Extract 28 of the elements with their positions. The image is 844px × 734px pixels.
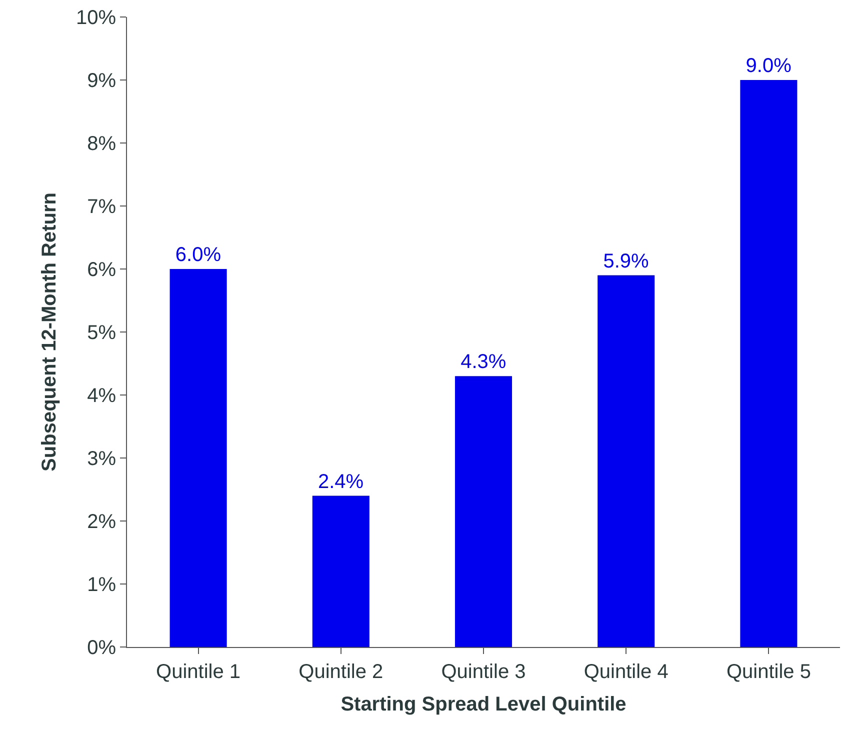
- y-tick-label: 9%: [87, 70, 116, 92]
- x-tick-label: Quintile 4: [584, 661, 668, 683]
- bar: [312, 496, 370, 647]
- bar: [170, 269, 227, 647]
- x-tick-label: Quintile 2: [298, 661, 384, 683]
- x-tick-label: Quintile 5: [726, 661, 811, 683]
- y-tick-label: 3%: [87, 448, 116, 470]
- y-tick-label: 4%: [87, 385, 116, 407]
- y-tick-label: 6%: [87, 259, 116, 281]
- x-tick-label: Quintile 1: [156, 661, 241, 683]
- x-axis-title: Starting Spread Level Quintile: [340, 694, 626, 716]
- data-label: 4.3%: [460, 351, 506, 374]
- data-label: 5.9%: [603, 250, 649, 272]
- bar: [454, 376, 512, 647]
- y-tick-label: 1%: [87, 574, 116, 596]
- y-tick-label: 10%: [76, 7, 116, 29]
- y-tick-label: 7%: [87, 196, 116, 218]
- bar: [740, 80, 798, 647]
- x-tick-label: Quintile 3: [441, 661, 526, 683]
- y-tick-label: 8%: [87, 133, 116, 155]
- bar: [598, 275, 655, 647]
- data-label: 6.0%: [175, 244, 222, 266]
- y-axis-title: Subsequent 12-Month Return: [38, 192, 60, 472]
- data-label: 9.0%: [746, 55, 792, 77]
- y-tick-label: 0%: [87, 637, 116, 659]
- y-tick-label: 5%: [87, 322, 116, 344]
- data-label: 2.4%: [318, 470, 364, 493]
- y-tick-label: 2%: [87, 511, 116, 533]
